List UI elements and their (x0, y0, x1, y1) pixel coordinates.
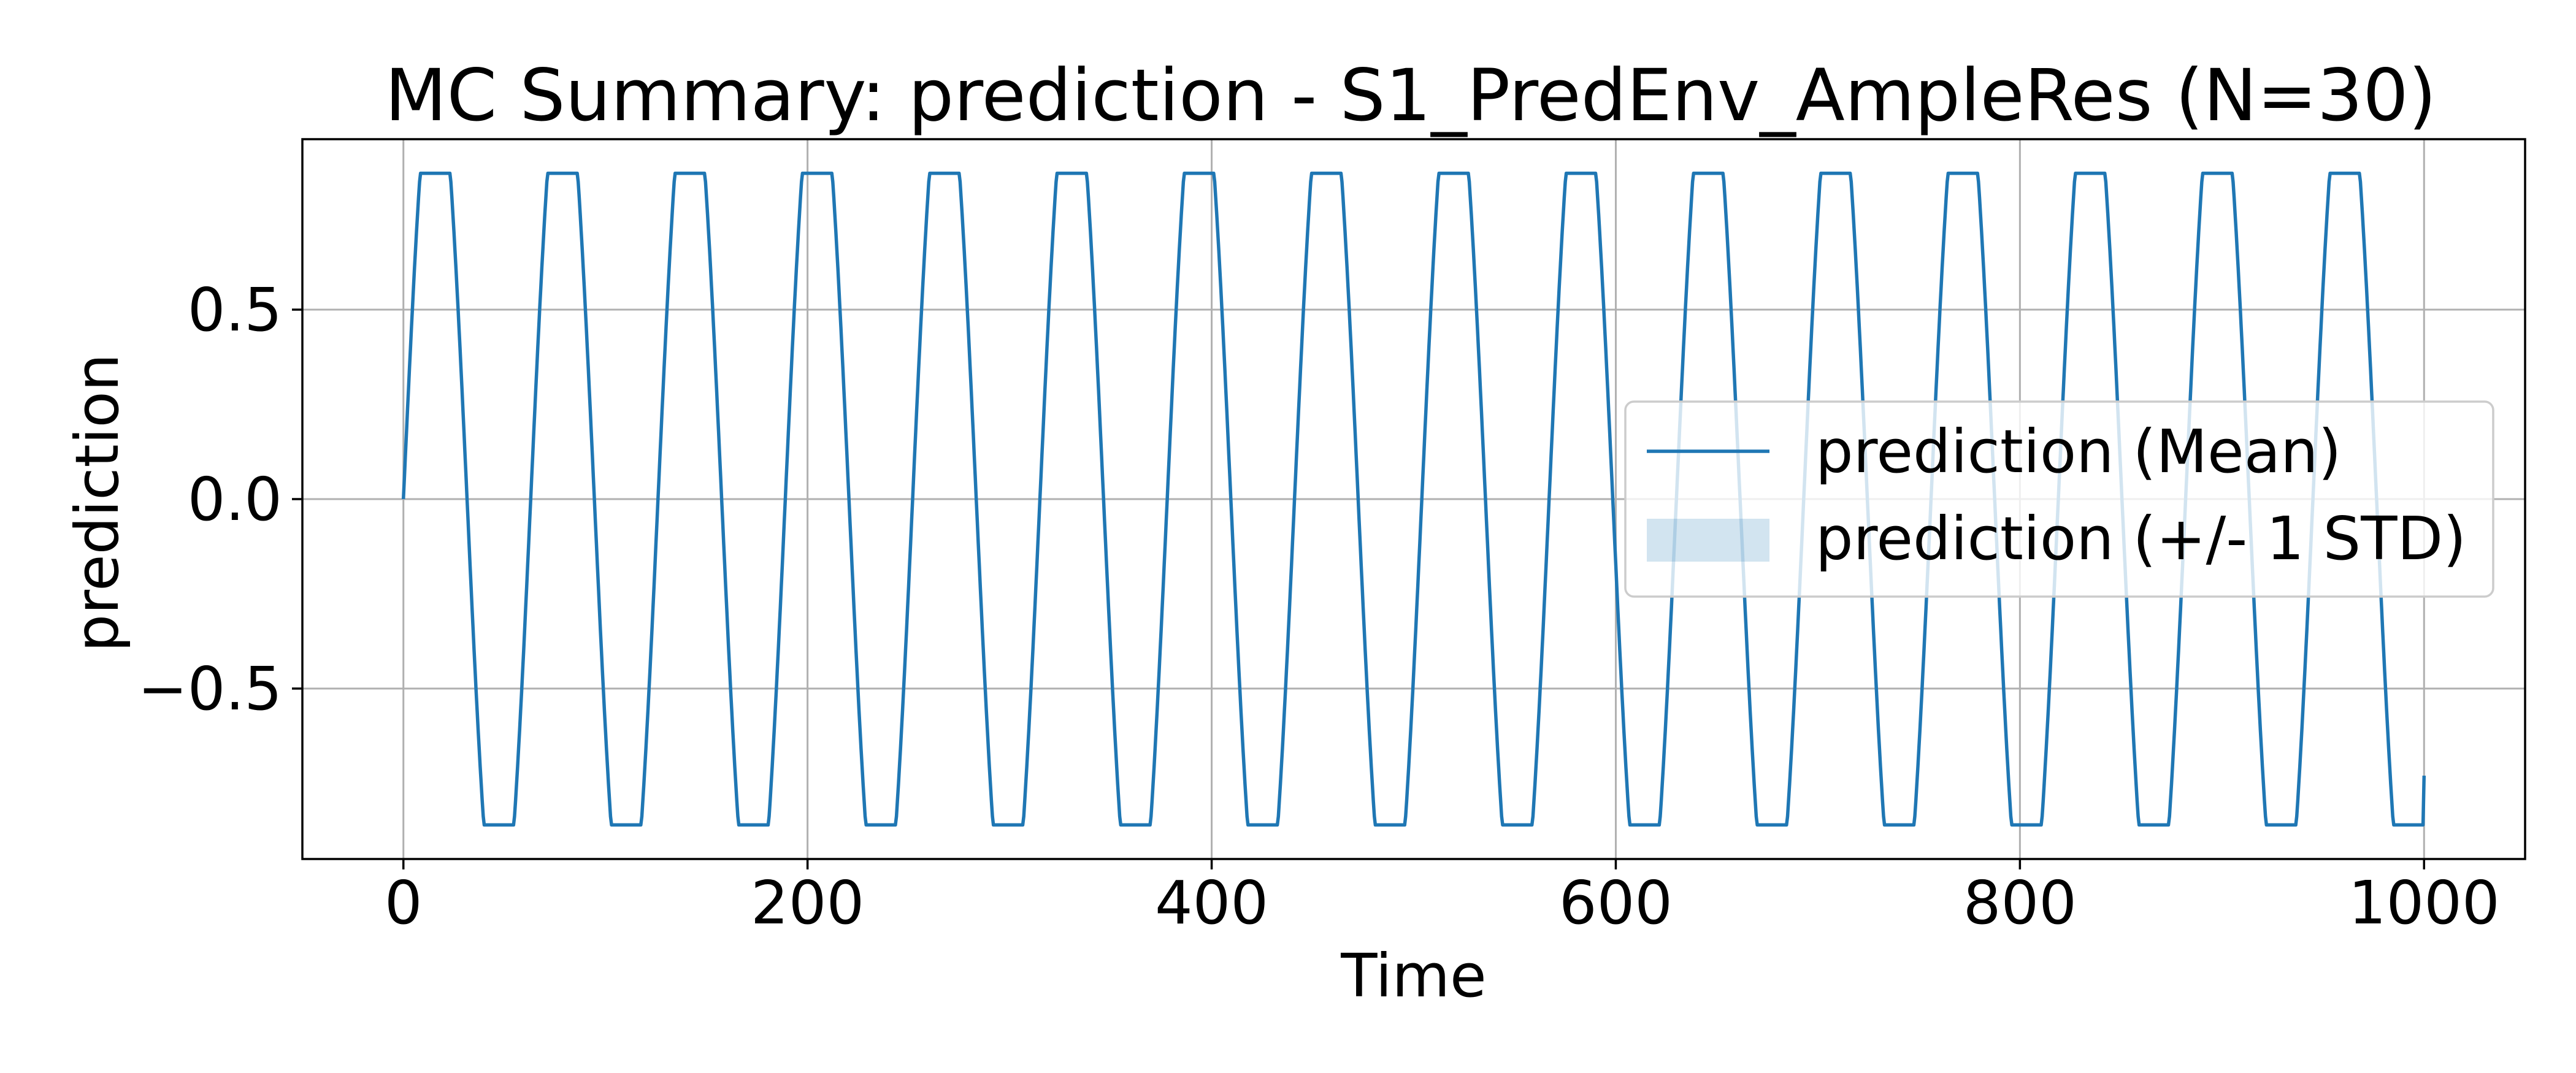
x-tick-label: 200 (751, 868, 864, 937)
legend-std-swatch (1647, 519, 1769, 562)
legend-label-mean: prediction (Mean) (1815, 417, 2341, 486)
legend: prediction (Mean) prediction (+/- 1 STD) (1624, 400, 2494, 598)
x-axis-label: Time (1340, 941, 1486, 1010)
legend-label-std: prediction (+/- 1 STD) (1815, 504, 2466, 573)
series-line-prediction-mean (401, 171, 2426, 827)
y-axis-label: prediction (63, 354, 132, 652)
x-tick-label: 1000 (2348, 868, 2500, 937)
y-axis-ticks: −0.5 0.0 0.5 (137, 275, 302, 724)
x-tick-label: 800 (1963, 868, 2077, 937)
chart-title: MC Summary: prediction - S1_PredEnv_Ampl… (385, 53, 2437, 137)
y-tick-label: 0.5 (188, 275, 282, 345)
x-tick-label: 600 (1559, 868, 1673, 937)
x-tick-label: 0 (385, 868, 423, 937)
x-tick-label: 400 (1155, 868, 1268, 937)
y-tick-label: −0.5 (137, 654, 282, 724)
legend-frame (1624, 400, 2494, 598)
x-axis-ticks: 0 200 400 600 800 1000 (385, 859, 2500, 937)
y-tick-label: 0.0 (188, 465, 282, 534)
